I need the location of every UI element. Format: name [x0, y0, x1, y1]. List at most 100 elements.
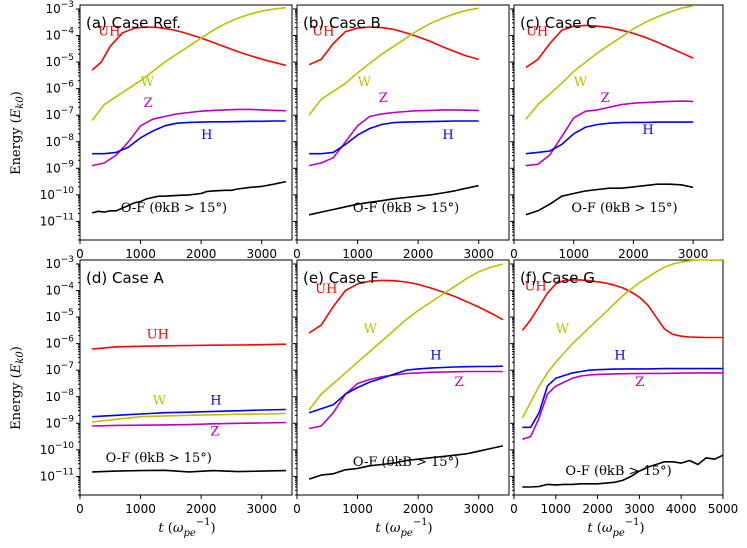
- series-line-h: [522, 367, 723, 429]
- panel-title: (f) Case G: [520, 269, 595, 287]
- y-tick-label: 10−8: [45, 388, 74, 404]
- x-tick-label: 2000: [186, 247, 217, 261]
- series-line-uh: [308, 279, 504, 334]
- series-label-uh: UH: [315, 282, 337, 297]
- x-tick-label: 1000: [342, 502, 373, 516]
- x-tick-label: 3000: [463, 247, 494, 261]
- series-line-h: [92, 408, 286, 418]
- series-label-w: W: [153, 394, 167, 409]
- series-label-w: W: [141, 75, 155, 90]
- x-tick-label: 0: [76, 247, 84, 261]
- panel-5: 0 1000 2000 3000 UH W HZ O-F (θkB > 15°) (e) Cas…: [293, 259, 510, 516]
- x-tick-label: 5000: [708, 502, 739, 516]
- x-tick-label: 1000: [558, 247, 589, 261]
- series-line-of: [525, 183, 694, 216]
- series-label-z: Z: [379, 91, 388, 106]
- series-label-w: W: [574, 75, 588, 90]
- axes-frame: [513, 259, 724, 496]
- series-label-z: Z: [144, 96, 153, 111]
- y-tick-label: 10−6: [45, 335, 74, 351]
- series-line-uh: [308, 26, 479, 66]
- y-tick-label: 10−8: [45, 133, 74, 149]
- y-tick-label: 10−7: [45, 361, 74, 377]
- x-tick-label: 0: [293, 502, 301, 516]
- axes-frame: [79, 259, 293, 496]
- series-line-uh: [525, 24, 694, 69]
- series-line-of: [308, 445, 504, 480]
- series-line-z: [92, 421, 286, 427]
- series-label-of: O-F (θkB > 15°): [353, 455, 459, 470]
- x-tick-label: 2000: [403, 247, 434, 261]
- series-label-h: H: [614, 349, 625, 364]
- axes-frame: [79, 4, 293, 241]
- series-line-h: [92, 120, 286, 155]
- series-label-uh: UH: [524, 280, 546, 295]
- series-label-uh: UH: [98, 25, 120, 40]
- panel-title: (e) Case F: [303, 269, 379, 287]
- series-line-w: [521, 259, 724, 419]
- series-label-of: O-F (θkB > 15°): [565, 464, 671, 479]
- series-line-h: [308, 365, 503, 414]
- y-tick-label: 10−9: [45, 414, 74, 430]
- x-tick-label: 3000: [624, 502, 655, 516]
- series-label-of: O-F (θkB > 15°): [106, 451, 212, 466]
- series-label-h: H: [442, 128, 453, 143]
- x-tick-label: 3000: [246, 502, 277, 516]
- series-label-z: Z: [601, 91, 610, 106]
- series-line-w: [92, 412, 286, 423]
- panel-2: 0 1000 2000 3000 UH WZ H O-F (θkB > 15°) (b) Cas…: [293, 4, 510, 261]
- y-tick-label: 10−4: [45, 27, 74, 43]
- y-tick-label: 10−5: [45, 53, 74, 69]
- series-line-of: [522, 454, 724, 488]
- y-axis-label-top: Energy (Ek0): [9, 91, 26, 175]
- series-label-h: H: [430, 349, 441, 364]
- series-line-w: [308, 7, 479, 116]
- y-tick-label: 10−10: [40, 441, 75, 457]
- x-tick-label: 1000: [342, 247, 373, 261]
- series-line-of: [308, 184, 479, 216]
- panel-1: 0 1000 2000 3000 10−11 10−10 10−9 10−8 10−7 10−6 1…: [40, 0, 293, 261]
- series-label-z: Z: [454, 375, 463, 390]
- series-line-uh: [91, 26, 287, 71]
- series-label-uh: UH: [147, 327, 169, 342]
- x-tick-label: 0: [510, 502, 518, 516]
- y-axis-label-bottom: Energy (Ek0): [9, 346, 26, 430]
- series-line-h: [309, 120, 479, 155]
- series-line-uh: [521, 279, 723, 339]
- x-tick-label: 0: [293, 247, 301, 261]
- x-tick-label: 0: [510, 247, 518, 261]
- axes-frame: [513, 4, 724, 241]
- y-tick-label: 10−4: [45, 282, 74, 298]
- series-line-w: [91, 6, 286, 121]
- x-axis-label-f: t (ωpe−1): [587, 517, 644, 539]
- x-tick-label: 1000: [541, 502, 572, 516]
- x-axis-label-e: t (ωpe−1): [375, 517, 432, 539]
- y-tick-label: 10−11: [40, 212, 74, 228]
- y-tick-label: 10−5: [45, 308, 74, 324]
- series-label-z: Z: [210, 424, 219, 439]
- x-tick-label: 2000: [403, 502, 434, 516]
- x-tick-label: 3000: [678, 247, 709, 261]
- panel-title: (b) Case B: [303, 14, 381, 32]
- series-line-of: [92, 469, 286, 473]
- x-tick-label: 0: [76, 502, 84, 516]
- series-line-z: [308, 370, 503, 430]
- y-tick-label: 10−11: [40, 467, 74, 483]
- x-tick-label: 1000: [125, 247, 156, 261]
- series-line-uh: [92, 343, 286, 350]
- series-label-uh: UH: [312, 25, 334, 40]
- series-line-h: [525, 121, 694, 155]
- y-tick-label: 10−7: [45, 106, 74, 122]
- series-line-of: [91, 180, 287, 214]
- x-tick-label: 2000: [582, 502, 613, 516]
- panel-6: 0 1000 2000 3000 4000 5000 UH W HZ O-F (θkB > 15°…: [510, 259, 739, 516]
- series-label-h: H: [210, 394, 221, 409]
- series-label-h: H: [642, 123, 653, 138]
- series-label-of: O-F (θkB > 15°): [353, 201, 459, 216]
- series-line-w: [308, 263, 504, 411]
- series-label-of: O-F (θkB > 15°): [121, 201, 227, 216]
- panel-4: 0 1000 2000 3000 10−11 10−10 10−9 10−8 10−7 10−6 1…: [40, 255, 293, 516]
- series-label-uh: UH: [526, 25, 548, 40]
- y-tick-label: 10−10: [40, 186, 75, 202]
